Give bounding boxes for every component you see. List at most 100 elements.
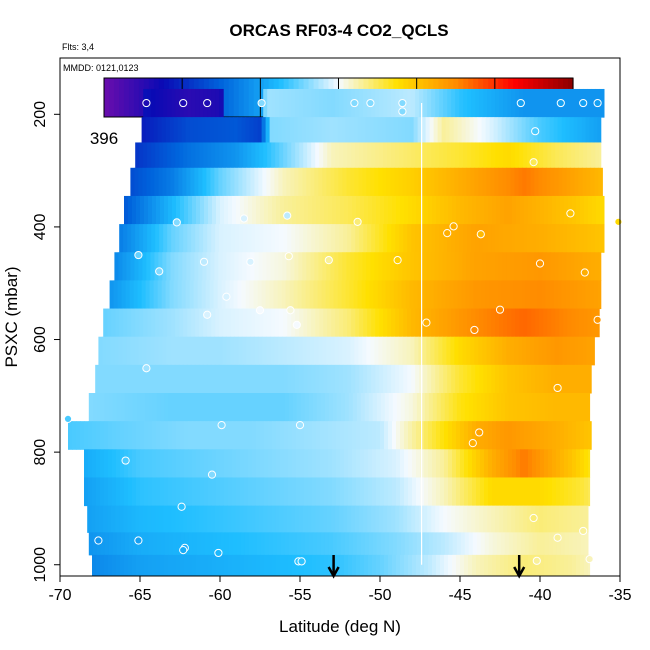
heatmap-cell [489, 280, 495, 310]
heatmap-cell [519, 224, 524, 253]
heatmap-cell [218, 167, 223, 197]
heatmap-cell [524, 393, 530, 422]
heatmap-cell [435, 364, 440, 394]
heatmap-cell [204, 477, 209, 507]
heatmap-cell [180, 195, 185, 225]
heatmap-cell [508, 393, 514, 422]
heatmap-cell [372, 554, 377, 577]
heatmap-cell [312, 477, 317, 507]
heatmap-cell [159, 308, 164, 338]
heatmap-cell [179, 142, 184, 169]
heatmap-cell [299, 224, 304, 253]
heatmap-cell [548, 532, 554, 556]
heatmap-cell [598, 252, 602, 281]
heatmap-cell [428, 421, 433, 450]
heatmap-cell [104, 393, 110, 422]
heatmap-cell [565, 280, 571, 310]
heatmap-cell [410, 167, 415, 197]
heatmap-cell [544, 449, 549, 478]
heatmap-cell [472, 477, 477, 507]
heatmap-cell [180, 449, 185, 478]
heatmap-cell [407, 505, 412, 533]
heatmap-cell [136, 449, 141, 478]
heatmap-cell [272, 532, 278, 556]
heatmap-cell [388, 421, 393, 450]
heatmap-cell [227, 224, 232, 253]
heatmap-cell [172, 449, 177, 478]
heatmap-cell [415, 142, 420, 169]
heatmap-cell [536, 554, 541, 577]
heatmap-cell [485, 117, 491, 143]
heatmap-cell [523, 308, 528, 338]
heatmap-cell [287, 505, 292, 533]
heatmap-cell [143, 308, 148, 338]
heatmap-cell [586, 336, 591, 366]
heatmap-cell [477, 280, 483, 310]
heatmap-cell [260, 393, 266, 422]
heatmap-cell [368, 477, 373, 507]
heatmap-cell [520, 195, 525, 225]
heatmap-cell [263, 224, 268, 253]
heatmap-cell [524, 449, 529, 478]
heatmap-cell [274, 336, 279, 366]
heatmap-cell [191, 364, 196, 394]
heatmap-cell [493, 280, 499, 310]
heatmap-cell [428, 532, 434, 556]
heatmap-cell [312, 393, 318, 422]
heatmap-cell [330, 252, 335, 281]
heatmap-cell [491, 364, 496, 394]
heatmap-cell [396, 532, 402, 556]
heatmap-cell [148, 449, 153, 478]
heatmap-cell [416, 421, 421, 450]
heatmap-cell [236, 532, 242, 556]
heatmap-cell [567, 224, 572, 253]
heatmap-cell [229, 280, 235, 310]
heatmap-cell [411, 505, 416, 533]
heatmap-cell [263, 142, 268, 169]
heatmap-cell [402, 336, 407, 366]
heatmap-cell [348, 393, 354, 422]
heatmap-cell [530, 167, 535, 197]
x-axis: -70 -65 -60 -55 -50 -45 -40 -35 [48, 576, 632, 604]
heatmap-cell [484, 393, 490, 422]
heatmap-cell [388, 449, 393, 478]
heatmap-cell [195, 224, 200, 253]
sample-point [121, 456, 130, 465]
heatmap-cell [184, 554, 189, 577]
heatmap-cell [556, 449, 561, 478]
heatmap-cell [188, 421, 193, 450]
heatmap-cell [560, 532, 566, 556]
heatmap-cell [578, 167, 583, 197]
heatmap-cell [412, 195, 417, 225]
heatmap-cell [592, 195, 597, 225]
heatmap-cell [268, 554, 273, 577]
heatmap-cell [447, 224, 452, 253]
heatmap-cell [585, 280, 591, 310]
heatmap-cell [171, 224, 176, 253]
heatmap-cell [443, 88, 448, 118]
heatmap-cell [571, 505, 576, 533]
heatmap-cell [485, 280, 491, 310]
heatmap-cell [114, 252, 119, 281]
heatmap-cell [248, 195, 253, 225]
heatmap-cell [315, 505, 320, 533]
heatmap-cell [381, 117, 387, 143]
heatmap-cell [189, 117, 195, 143]
heatmap-cell [434, 252, 439, 281]
heatmap-cell [416, 554, 421, 577]
heatmap-cell [515, 505, 520, 533]
heatmap-cell [524, 421, 529, 450]
heatmap-cell [543, 88, 548, 118]
heatmap-cell [588, 421, 592, 450]
heatmap-cell [92, 532, 98, 556]
heatmap-cell [464, 393, 470, 422]
heatmap-cell [315, 142, 320, 169]
heatmap-cell [587, 224, 592, 253]
heatmap-cell [539, 142, 544, 169]
heatmap-cell [286, 252, 291, 281]
heatmap-cell [206, 167, 211, 197]
heatmap-cell [475, 505, 480, 533]
heatmap-cell [293, 280, 299, 310]
heatmap-cell [415, 505, 420, 533]
heatmap-cell [179, 505, 184, 533]
